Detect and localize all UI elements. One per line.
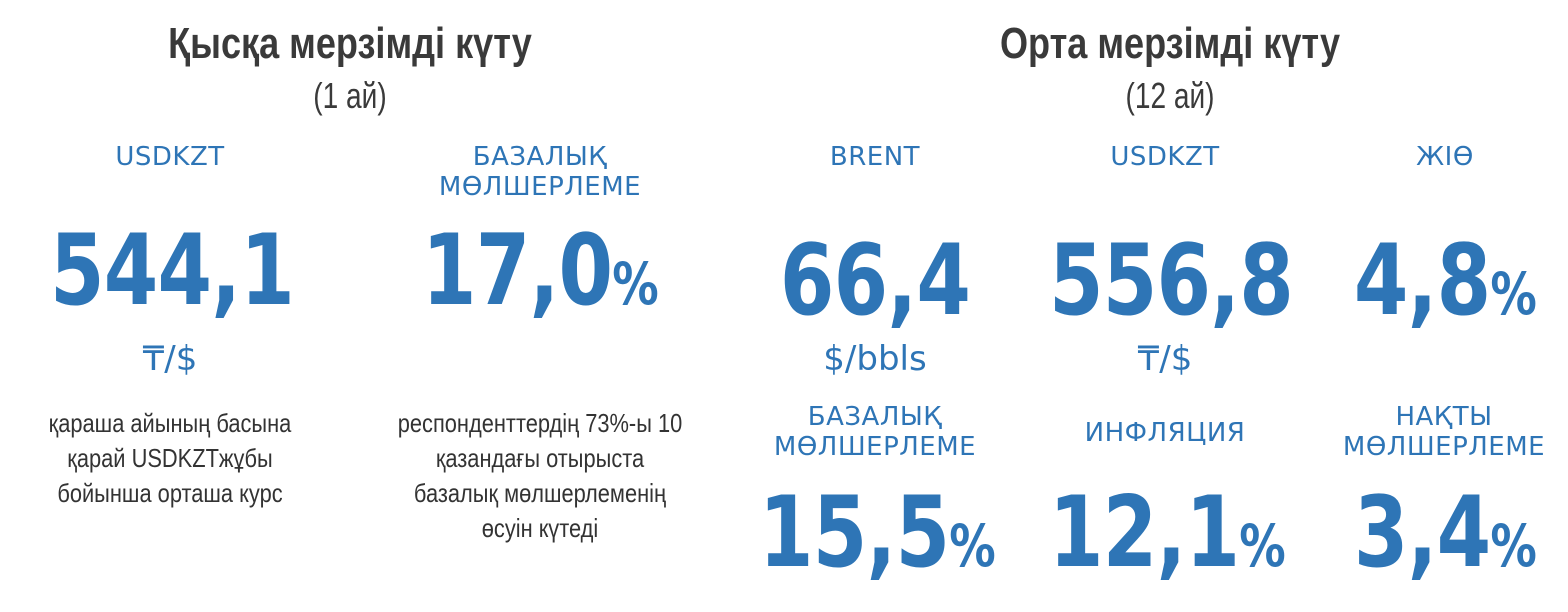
mid-real-rate-pct: %: [1490, 512, 1537, 580]
mid-brent-unit: $/bbls: [823, 339, 927, 379]
mid-real-rate-card: НАҚТЫ МӨЛШЕРЛЕМЕ: [1320, 402, 1568, 462]
mid-real-rate-value: 3,4: [1353, 476, 1491, 590]
short-base-rate-value: 17,0: [422, 214, 613, 328]
mid-gdp-label: ЖІӨ: [1416, 142, 1474, 172]
mid-usdkzt-card: USDKZT: [1035, 142, 1295, 172]
short-usdkzt-label: USDKZT: [115, 142, 225, 172]
short-base-rate-label-1: БАЗАЛЫҚ: [472, 142, 608, 172]
short-base-rate-card: БАЗАЛЫҚ МӨЛШЕРЛЕМЕ: [390, 142, 690, 202]
mid-term-period: (12 ай): [1125, 75, 1215, 116]
mid-inflation-value-wrap: 12,1%: [1020, 484, 1310, 582]
short-term-period: (1 ай): [313, 75, 387, 116]
mid-base-rate-value-line: 15,5%: [759, 484, 996, 582]
short-base-rate-note: респонденттердің 73%-ы 10 қазандағы отыр…: [397, 408, 683, 543]
short-usdkzt-unit-wrap: ₸/$: [70, 342, 270, 376]
mid-brent-unit-wrap: $/bbls: [750, 342, 1000, 376]
mid-base-rate-value-wrap: 15,5%: [730, 484, 1020, 582]
short-base-rate-value-wrap: 17,0%: [380, 222, 700, 320]
mid-base-rate-label-2: МӨЛШЕРЛЕМЕ: [773, 432, 977, 462]
mid-inflation-label: ИНФЛЯЦИЯ: [1084, 418, 1246, 448]
short-usdkzt-note-wrap: қараша айының басына қарай USDKZTжұбы бо…: [20, 406, 320, 511]
mid-real-rate-value-wrap: 3,4%: [1330, 484, 1560, 582]
mid-term-title: Орта мерзімді күту: [999, 19, 1341, 68]
short-term-title: Қысқа мерзімді күту: [168, 19, 532, 68]
mid-usdkzt-value: 556,8: [1049, 224, 1294, 338]
mid-real-rate-label-1: НАҚТЫ: [1395, 402, 1493, 432]
mid-inflation-pct: %: [1239, 512, 1286, 580]
mid-usdkzt-unit-wrap: ₸/$: [1065, 342, 1265, 376]
short-base-rate-label-2: МӨЛШЕРЛЕМЕ: [438, 172, 642, 202]
mid-brent-label: BRENT: [829, 142, 921, 172]
mid-usdkzt-unit: ₸/$: [1137, 339, 1193, 379]
mid-gdp-value-line: 4,8%: [1353, 232, 1537, 330]
mid-base-rate-pct: %: [949, 512, 996, 580]
short-term-header: Қысқа мерзімді күту (1 ай): [0, 22, 700, 114]
mid-base-rate-card: БАЗАЛЫҚ МӨЛШЕРЛЕМЕ: [740, 402, 1010, 462]
short-base-rate-note-wrap: респонденттердің 73%-ы 10 қазандағы отыр…: [370, 406, 710, 546]
mid-gdp-value: 4,8: [1353, 224, 1491, 338]
short-usdkzt-value-wrap: 544,1: [20, 222, 320, 320]
mid-brent-value-wrap: 66,4: [750, 232, 1000, 330]
mid-usdkzt-label: USDKZT: [1110, 142, 1220, 172]
mid-inflation-value: 12,1: [1049, 476, 1240, 590]
mid-gdp-value-wrap: 4,8%: [1330, 232, 1560, 330]
mid-base-rate-value: 15,5: [759, 476, 950, 590]
short-usdkzt-card: USDKZT: [30, 142, 310, 172]
mid-gdp-card: ЖІӨ: [1340, 142, 1550, 172]
short-base-rate-pct: %: [612, 250, 659, 318]
mid-term-header: Орта мерзімді күту (12 ай): [770, 22, 1568, 114]
mid-inflation-card: ИНФЛЯЦИЯ: [1035, 418, 1295, 448]
mid-real-rate-label-2: МӨЛШЕРЛЕМЕ: [1342, 432, 1546, 462]
mid-inflation-value-line: 12,1%: [1049, 484, 1286, 582]
mid-brent-card: BRENT: [750, 142, 1000, 172]
mid-brent-value: 66,4: [779, 224, 971, 338]
short-usdkzt-note: қараша айының басына қарай USDKZTжұбы бо…: [48, 408, 292, 508]
mid-real-rate-value-line: 3,4%: [1353, 484, 1537, 582]
mid-gdp-pct: %: [1490, 260, 1537, 328]
short-usdkzt-value: 544,1: [50, 214, 295, 328]
mid-usdkzt-value-wrap: 556,8: [1020, 232, 1310, 330]
mid-base-rate-label-1: БАЗАЛЫҚ: [807, 402, 943, 432]
short-base-rate-value-line: 17,0%: [412, 222, 668, 320]
short-usdkzt-unit: ₸/$: [142, 339, 198, 379]
